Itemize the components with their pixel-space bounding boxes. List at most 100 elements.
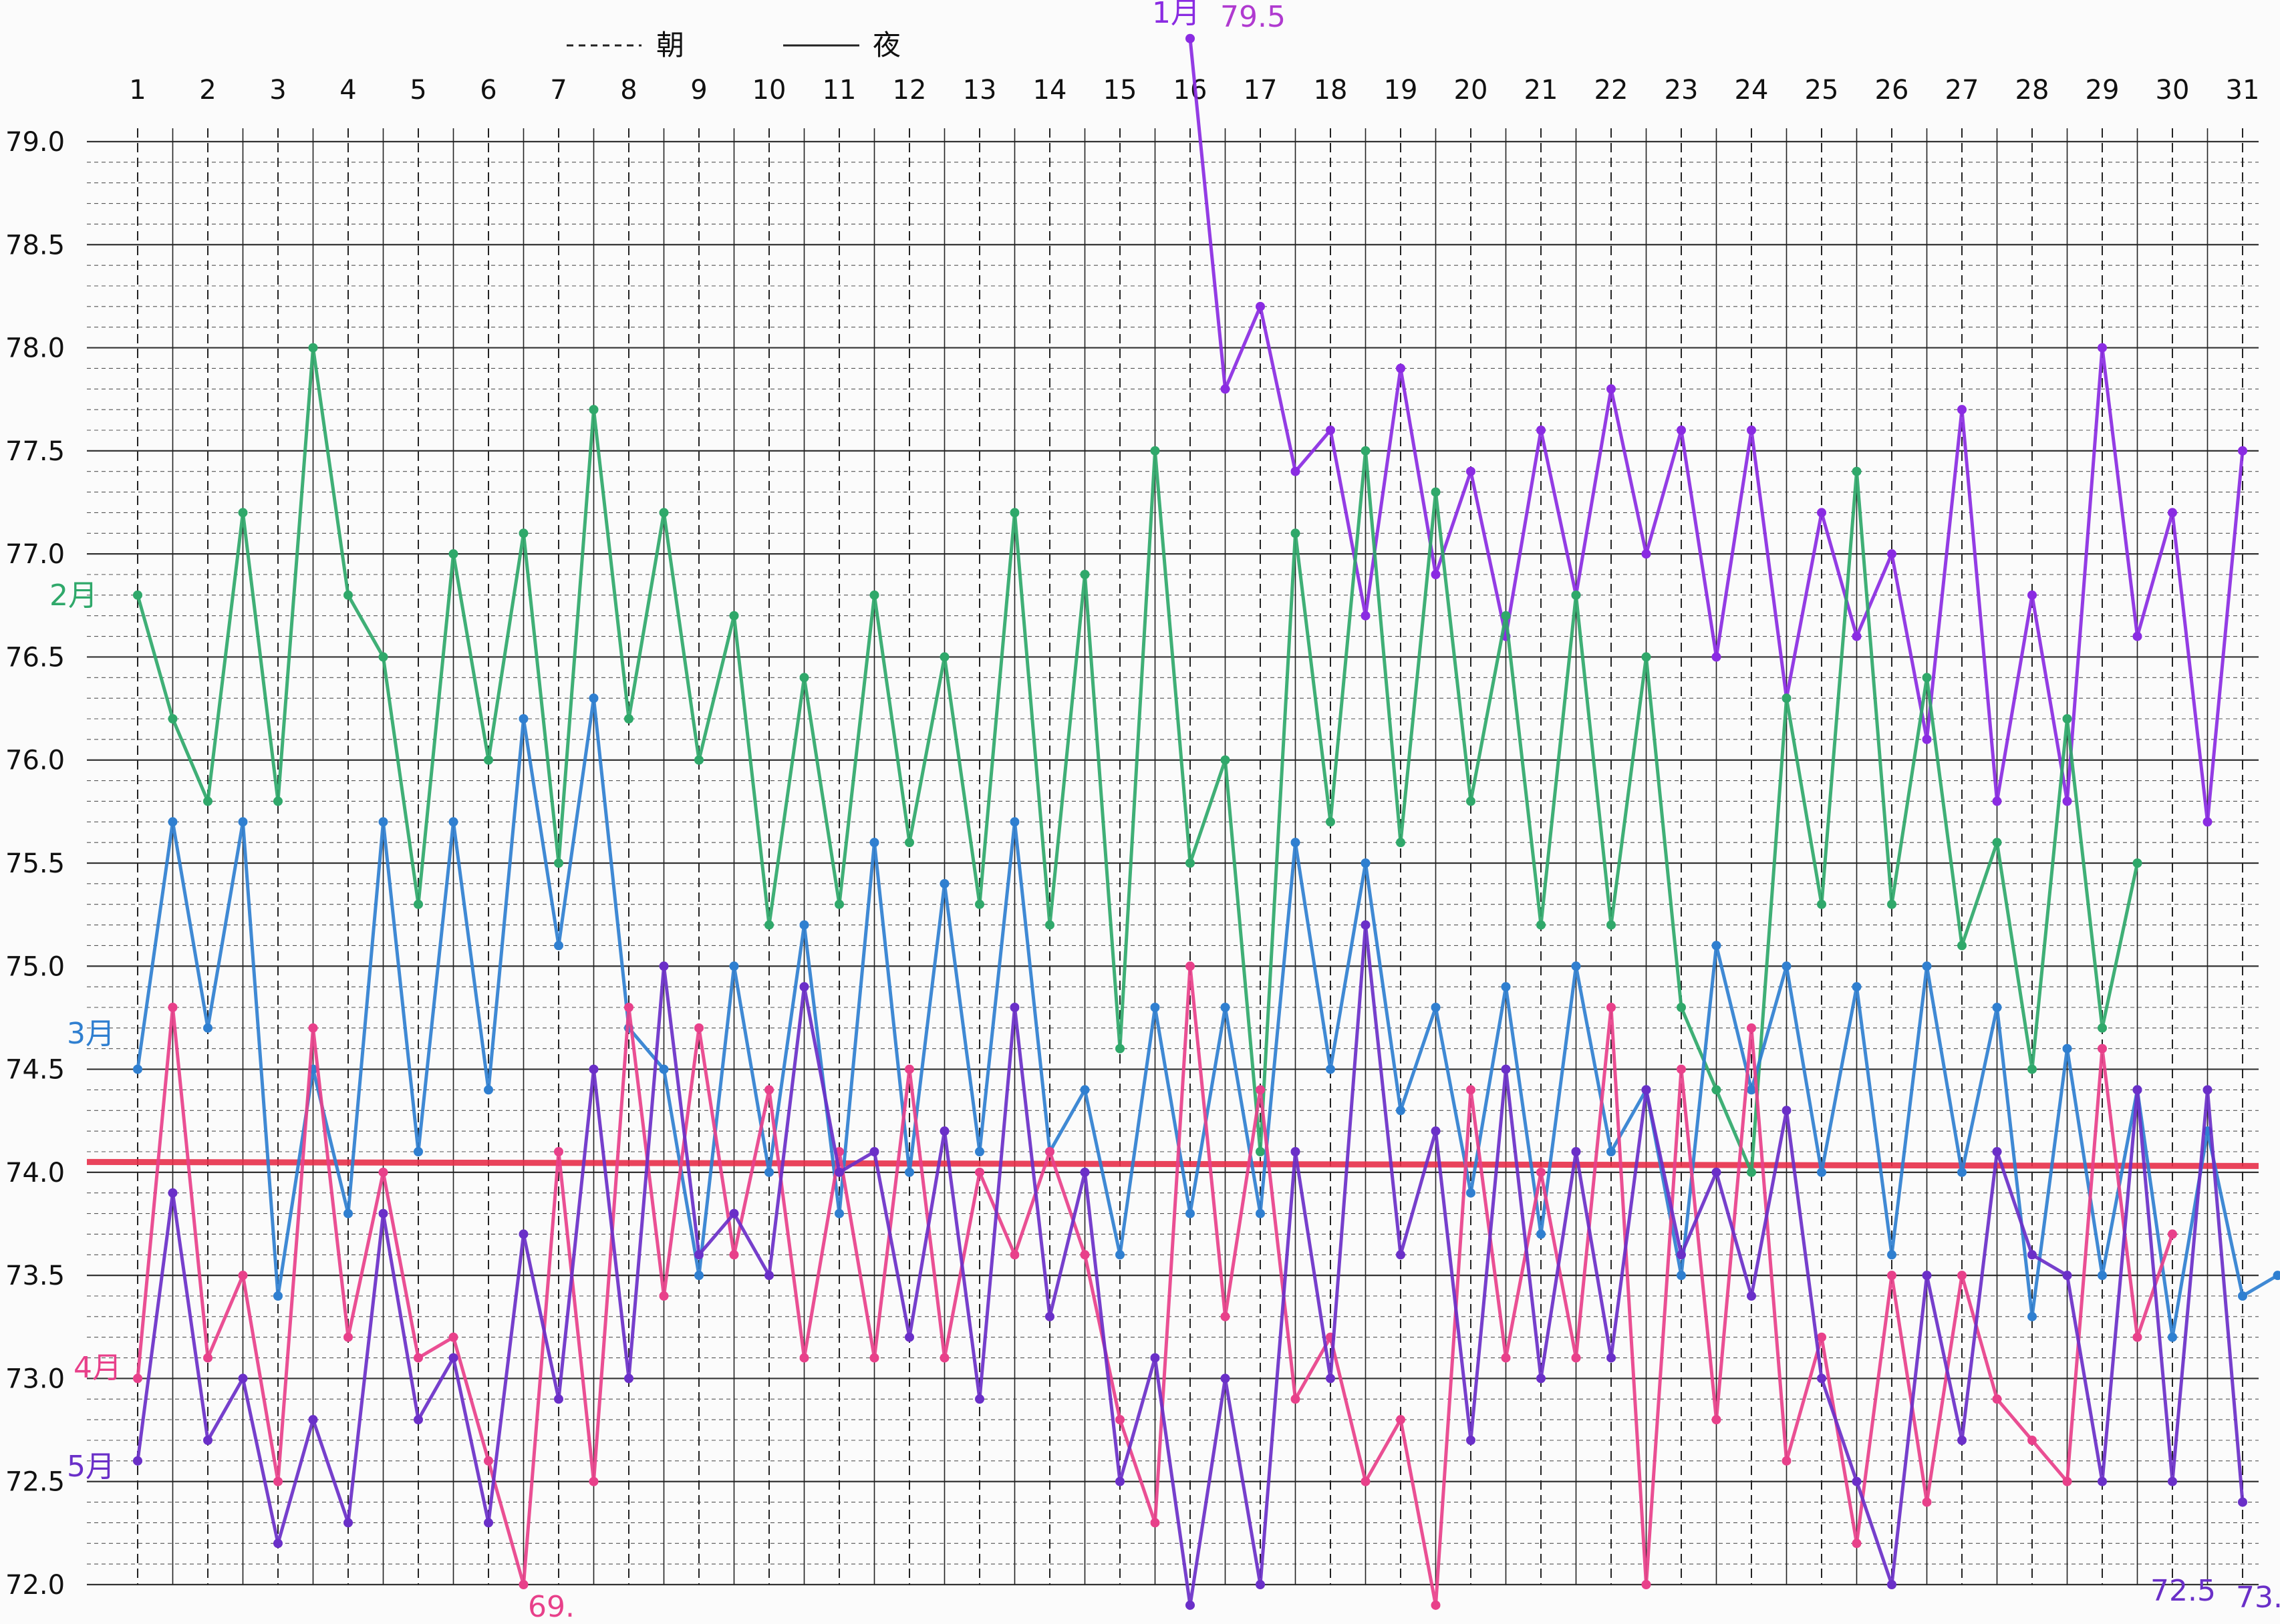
data-point <box>1150 1003 1160 1012</box>
data-point <box>1711 1085 1721 1095</box>
y-axis-ticks: 72.0 72.5 73.0 73.5 74.0 74.5 75.0 75.5 76.0 76.5… <box>5 127 65 1601</box>
data-point <box>1606 920 1616 930</box>
data-point <box>1641 1580 1651 1589</box>
data-point <box>133 1373 142 1384</box>
data-point <box>308 1415 318 1425</box>
data-point <box>1957 1167 1967 1177</box>
data-point <box>168 817 178 827</box>
data-point <box>1571 590 1581 600</box>
data-point <box>1606 384 1616 394</box>
data-point <box>764 1085 774 1095</box>
data-point <box>1711 1415 1721 1425</box>
data-point <box>1185 1208 1195 1219</box>
data-point <box>1782 693 1792 703</box>
data-point <box>273 1291 283 1301</box>
data-point <box>940 878 950 888</box>
data-point <box>273 1538 283 1549</box>
data-point <box>1677 426 1686 435</box>
data-point <box>1922 1497 1932 1507</box>
data-point <box>1711 652 1721 662</box>
data-point <box>975 1167 984 1177</box>
data-point <box>484 1085 493 1095</box>
data-point <box>869 590 879 600</box>
data-point <box>203 1353 212 1363</box>
data-point <box>414 1353 423 1363</box>
data-point <box>133 1456 142 1466</box>
data-point <box>2062 1043 2072 1053</box>
data-point <box>1852 982 1862 992</box>
data-point <box>835 899 844 909</box>
data-point <box>1431 1126 1441 1136</box>
y-tick-label: 74.0 <box>5 1158 65 1188</box>
data-point <box>1466 466 1475 476</box>
data-point <box>414 899 423 909</box>
data-point <box>905 838 914 848</box>
annotation-69: 69. <box>528 1590 575 1624</box>
data-point <box>1256 1085 1265 1095</box>
data-point <box>203 1436 212 1445</box>
data-point <box>378 1167 388 1177</box>
y-tick-label: 73.0 <box>5 1363 65 1394</box>
legend-label-night: 夜 <box>873 29 901 61</box>
data-point <box>448 549 458 559</box>
data-point <box>1782 1456 1792 1466</box>
data-point <box>1922 673 1932 683</box>
data-point <box>133 1064 142 1074</box>
data-point <box>869 1147 879 1156</box>
data-point <box>1501 611 1511 621</box>
x-tick-label: 13 <box>963 75 997 106</box>
series-group <box>133 33 2280 1610</box>
annotation-2月: 2月 <box>49 579 98 613</box>
data-point <box>1185 961 1195 971</box>
series-2月 <box>133 343 2142 1177</box>
data-point <box>168 1003 178 1012</box>
data-point <box>238 817 248 827</box>
data-point <box>1852 466 1862 476</box>
data-point <box>2168 508 2177 518</box>
series-5月 <box>133 920 2247 1610</box>
data-point <box>448 1332 458 1342</box>
data-point <box>905 1167 914 1177</box>
data-point <box>764 1167 774 1177</box>
data-point <box>1641 549 1651 559</box>
y-tick-label: 74.5 <box>5 1055 65 1086</box>
data-point <box>1045 1147 1054 1156</box>
data-point <box>1256 301 1265 311</box>
annotation-3月: 3月 <box>67 1017 115 1051</box>
x-tick-label: 26 <box>1875 75 1909 106</box>
data-point <box>1431 1003 1441 1012</box>
data-point <box>905 1332 914 1342</box>
data-point <box>2202 1085 2213 1095</box>
data-point <box>1536 1167 1546 1177</box>
data-point <box>343 590 353 600</box>
data-point <box>1606 1147 1616 1156</box>
data-point <box>729 611 739 621</box>
data-point <box>1992 1394 2002 1404</box>
data-point <box>1957 405 1967 415</box>
y-tick-label: 78.5 <box>5 230 65 261</box>
data-point <box>694 1250 704 1260</box>
series-3月 <box>133 693 2280 1342</box>
data-point <box>589 693 599 703</box>
data-point <box>1922 734 1932 744</box>
data-point <box>1256 1580 1265 1589</box>
y-tick-label: 77.0 <box>5 539 65 570</box>
x-tick-label: 9 <box>690 75 707 106</box>
data-point <box>1992 1147 2002 1156</box>
data-point <box>2062 714 2072 723</box>
data-point <box>448 817 458 827</box>
data-point <box>940 1126 950 1136</box>
data-point <box>2098 1271 2107 1281</box>
data-point <box>2273 1271 2280 1281</box>
data-point <box>1571 1353 1581 1363</box>
data-point <box>764 920 774 930</box>
data-point <box>308 1023 318 1033</box>
data-point <box>1817 899 1826 909</box>
data-point <box>764 1271 774 1281</box>
data-point <box>2238 1497 2247 1507</box>
x-tick-label: 27 <box>1945 75 1979 106</box>
data-point <box>1817 1332 1826 1342</box>
x-tick-label: 16 <box>1173 75 1207 106</box>
x-tick-label: 6 <box>480 75 496 106</box>
data-point <box>2027 1250 2037 1260</box>
